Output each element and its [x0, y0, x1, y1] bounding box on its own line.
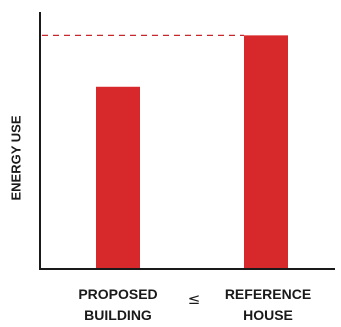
bars-group [96, 35, 288, 270]
bar-reference-house [244, 35, 288, 270]
category-label-line: BUILDING [84, 307, 152, 323]
category-label-line: PROPOSED [78, 286, 158, 302]
category-label-line: REFERENCE [224, 286, 312, 302]
less-or-equal-symbol: ≤ [187, 290, 201, 308]
category-label-reference-house: REFERENCE HOUSE [208, 284, 328, 326]
bar-proposed-building [96, 86, 140, 269]
category-label-proposed-building: PROPOSED BUILDING [58, 284, 178, 326]
category-label-line: HOUSE [243, 307, 293, 323]
y-axis-title: ENERGY USE [8, 115, 24, 201]
